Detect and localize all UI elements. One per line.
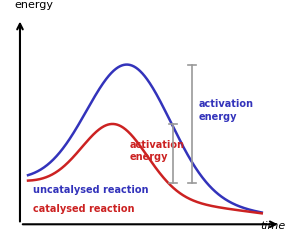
Text: energy: energy xyxy=(15,0,54,10)
Text: time: time xyxy=(261,221,286,231)
Text: catalysed reaction: catalysed reaction xyxy=(33,204,135,214)
Text: activation
energy: activation energy xyxy=(199,99,254,122)
Text: activation
energy: activation energy xyxy=(130,140,185,162)
Text: uncatalysed reaction: uncatalysed reaction xyxy=(33,185,149,195)
